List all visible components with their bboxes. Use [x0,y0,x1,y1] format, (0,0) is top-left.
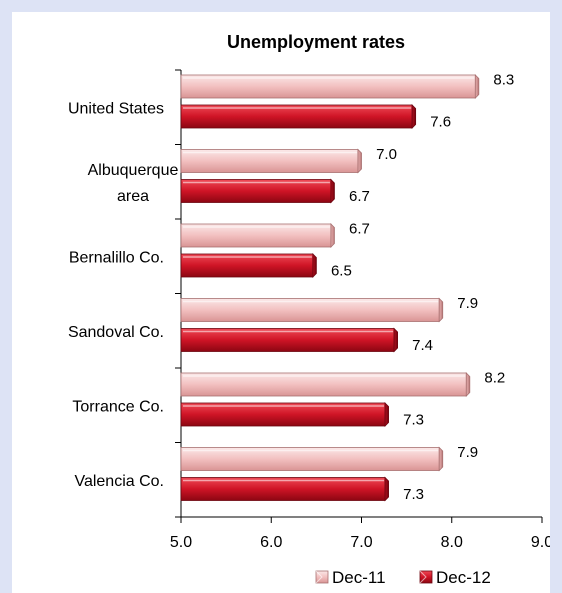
chart-title: Unemployment rates [227,32,405,52]
legend-swatch-bevel [419,570,427,584]
data-label: 7.4 [412,337,433,354]
x-tick-label: 7.0 [350,534,372,551]
legend-label: Dec-12 [436,568,491,587]
bar-end-cap [438,446,444,472]
x-tick-label: 9.0 [531,534,550,551]
bar-end-cap [393,327,398,353]
category-label: Albuquerque area [88,162,179,205]
category-label-line: Torrance Co. [72,398,164,415]
x-tick-label: 8.0 [441,534,463,551]
data-label: 7.3 [403,486,424,503]
category-label-line: Sandoval Co. [68,324,164,341]
unemployment-chart: Unemployment rates 5.0 6.0 7.0 8.0 9.0 United… [68,32,550,587]
category-label: Torrance Co. [72,398,164,415]
category-label: Valencia Co. [74,473,164,490]
bar-end-cap [312,253,317,278]
category-label-line: United States [68,100,164,117]
data-label: 6.7 [349,221,370,238]
data-label: 8.3 [493,72,514,89]
bar-end-cap [465,372,471,397]
data-label: 7.6 [430,114,451,131]
legend-swatch-bevel [315,570,323,584]
category-label: Bernalillo Co. [69,249,164,266]
category-label-line: Bernalillo Co. [69,249,164,266]
bar-end-cap [357,148,362,174]
category-label-line: Valencia Co. [74,473,164,490]
bar-end-cap [411,104,417,129]
data-label: 8.2 [484,370,505,387]
data-label: 7.9 [457,295,478,312]
bar-end-cap [474,74,480,99]
plot-area: 5.0 6.0 7.0 8.0 9.0 United States 8.3 7.6 Albuqu… [68,69,550,551]
category-label: Sandoval Co. [68,324,164,341]
x-tick-label: 5.0 [170,534,192,551]
legend-label: Dec-11 [332,568,386,587]
data-label: 7.9 [457,444,478,461]
legend: Dec-11 Dec-12 [315,568,491,587]
data-label: 7.3 [403,412,424,429]
data-label: 7.0 [376,146,397,163]
category-label-line: area [117,188,149,205]
bar-end-cap [384,476,389,502]
x-tick-label: 6.0 [260,534,282,551]
bar-end-cap [384,402,389,427]
data-label: 6.5 [331,263,352,280]
category-label-line: Albuquerque [88,162,179,179]
bar-end-cap [330,178,335,204]
chart-panel: Unemployment rates 5.0 6.0 7.0 8.0 9.0 United… [12,12,550,593]
bar-end-cap [330,223,335,248]
data-label: 6.7 [349,188,370,205]
bar-end-cap [438,297,444,323]
category-label: United States [68,100,164,117]
